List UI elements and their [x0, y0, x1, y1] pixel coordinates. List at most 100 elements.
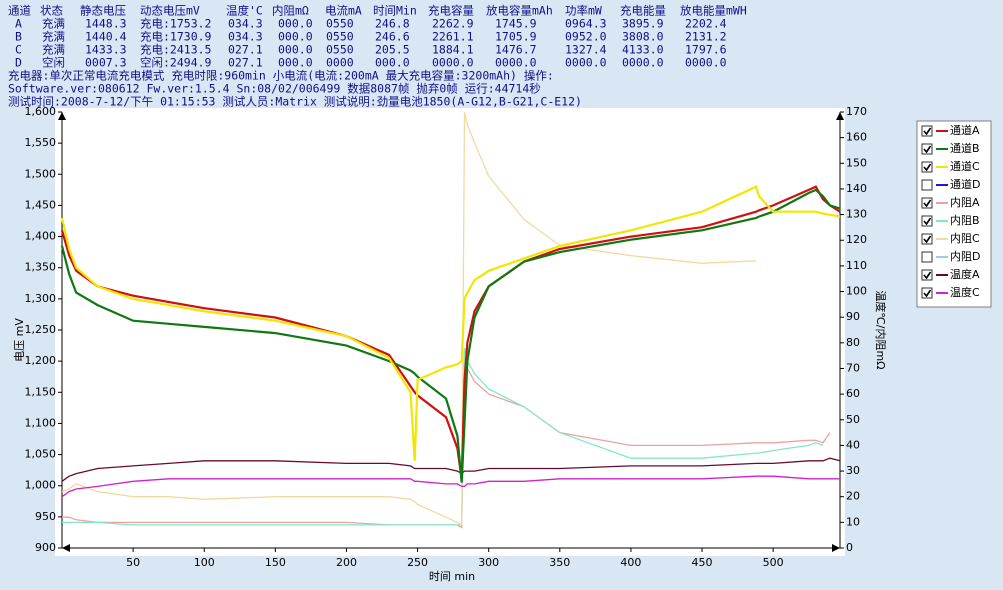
cell: 000.0: [278, 30, 313, 44]
x-tick-label: 300: [478, 556, 499, 569]
cell: 充满: [42, 30, 65, 44]
axis-arrow: [58, 112, 66, 120]
legend-label: 内阻A: [950, 195, 980, 209]
x-axis-label: 时间 min: [429, 570, 475, 583]
cell: 1745.9: [495, 17, 537, 31]
cell: 000.0: [278, 56, 313, 70]
column-header: 充电容量: [428, 4, 474, 18]
x-tick-label: 150: [265, 556, 286, 569]
cell: 0550: [326, 30, 354, 44]
legend-checkbox[interactable]: [921, 251, 933, 263]
cell: 205.5: [375, 43, 410, 57]
y-tick-label: 1,100: [25, 416, 57, 429]
legend-item[interactable]: 内阻C: [921, 231, 980, 245]
y-tick-label: 1,250: [25, 323, 57, 336]
info-line: 充电器:单次正常电流充电模式 充电时限:960min 小电流(电流:200mA …: [8, 69, 554, 83]
legend-checkbox[interactable]: [921, 197, 933, 209]
cell: 3895.9: [622, 17, 664, 31]
cell: 1797.6: [685, 43, 727, 57]
y-tick-label: 1,000: [25, 479, 57, 492]
legend-checkbox[interactable]: [921, 269, 933, 281]
cell: 0000.0: [565, 56, 607, 70]
legend-label: 内阻C: [950, 231, 980, 245]
cell: 027.1: [228, 43, 263, 57]
cell: 1448.3: [85, 17, 127, 31]
y2-tick-label: 140: [846, 182, 867, 195]
cell: 充电:2413.5: [140, 43, 211, 57]
cell: C: [15, 43, 22, 57]
legend-item[interactable]: 内阻A: [921, 195, 980, 209]
x-tick-label: 50: [126, 556, 140, 569]
legend-checkbox[interactable]: [921, 161, 933, 173]
legend-item[interactable]: 通道D: [921, 177, 980, 191]
legend-item[interactable]: 通道A: [921, 123, 980, 137]
y-tick-label: 1,050: [25, 448, 57, 461]
series-line: [60, 188, 841, 483]
y-tick-label: 900: [35, 541, 56, 554]
series-line: [60, 185, 841, 461]
check-mark: [923, 127, 932, 136]
legend-item[interactable]: 内阻D: [921, 249, 980, 263]
x-tick-label: 350: [549, 556, 570, 569]
y-tick-label: 1,350: [25, 261, 57, 274]
x-tick-label: 100: [194, 556, 215, 569]
legend-checkbox[interactable]: [921, 125, 933, 137]
cell: 034.3: [228, 30, 263, 44]
legend-label: 通道D: [950, 177, 980, 191]
column-header: 充电能量: [620, 4, 666, 18]
y2-tick-label: 0: [846, 541, 853, 554]
legend-label: 温度A: [950, 267, 980, 281]
y2-tick-label: 110: [846, 259, 867, 272]
cell: 000.0: [278, 17, 313, 31]
cell: 000.0: [278, 43, 313, 57]
y2-tick-label: 130: [846, 208, 867, 221]
legend-item[interactable]: 通道B: [921, 141, 980, 155]
column-header: 温度'C: [226, 4, 263, 18]
axis-arrow: [836, 112, 844, 120]
legend-checkbox[interactable]: [921, 179, 933, 191]
y2-tick-label: 50: [846, 413, 860, 426]
y2-tick-label: 150: [846, 156, 867, 169]
legend-checkbox[interactable]: [921, 143, 933, 155]
cell: 1476.7: [495, 43, 537, 57]
y-tick-label: 950: [35, 510, 56, 523]
axis-arrow: [832, 544, 840, 552]
info-line: 测试时间:2008-7-12/下午 01:15:53 测试人员:Matrix 测…: [8, 95, 582, 109]
y-tick-label: 1,300: [25, 292, 57, 305]
cell: 2262.9: [432, 17, 474, 31]
cell: 027.1: [228, 56, 263, 70]
cell: 000.0: [375, 56, 410, 70]
legend-checkbox[interactable]: [921, 233, 933, 245]
legend-item[interactable]: 内阻B: [921, 213, 980, 227]
column-header: 静态电压: [80, 4, 126, 18]
legend-item[interactable]: 温度A: [921, 267, 980, 281]
cell: 充满: [42, 43, 65, 57]
y2-tick-label: 160: [846, 131, 867, 144]
column-header: 状态: [40, 4, 63, 18]
y2-tick-label: 80: [846, 336, 860, 349]
cell: 3808.0: [622, 30, 664, 44]
info-line: Software.ver:080612 Fw.ver:1.5.4 Sn:08/0…: [8, 82, 541, 96]
cell: 2202.4: [685, 17, 727, 31]
y2-tick-label: 40: [846, 438, 860, 451]
x-tick-label: 250: [407, 556, 428, 569]
cell: A: [15, 17, 22, 31]
legend-checkbox[interactable]: [921, 287, 933, 299]
column-header: 通道: [8, 4, 31, 18]
cell: 0952.0: [565, 30, 607, 44]
cell: 充电:1730.9: [140, 30, 212, 44]
check-mark: [923, 163, 932, 172]
legend-checkbox[interactable]: [921, 215, 933, 227]
y2-tick-label: 20: [846, 490, 860, 503]
column-header: 功率mW: [565, 4, 602, 18]
cell: 充满: [42, 17, 65, 31]
legend-item[interactable]: 通道C: [921, 159, 980, 173]
cell: 0964.3: [565, 17, 607, 31]
chart: 9009501,0001,0501,1001,1501,2001,2501,30…: [25, 105, 868, 569]
x-tick-label: 450: [692, 556, 713, 569]
y-tick-label: 1,200: [25, 354, 57, 367]
series-line: [60, 185, 841, 480]
legend-item[interactable]: 温度C: [921, 285, 980, 299]
legend-label: 内阻D: [950, 249, 980, 263]
series-line: [62, 367, 831, 529]
